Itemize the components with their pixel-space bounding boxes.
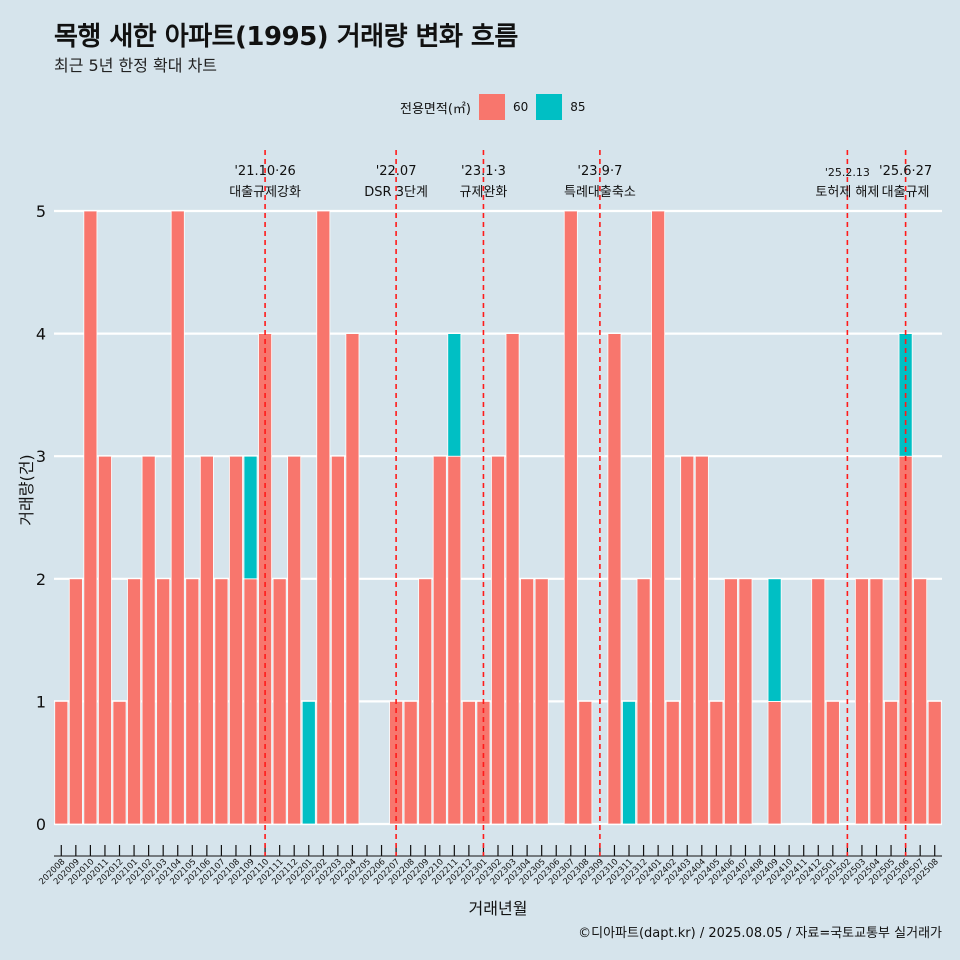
bar-60-202310	[607, 333, 622, 825]
bar-85-202201	[301, 701, 316, 825]
bar-60-202302	[491, 455, 505, 825]
bar-60-202106	[199, 455, 214, 825]
bar-60-202304	[520, 578, 535, 825]
y-axis-label: 거래량(건)	[17, 454, 36, 525]
bar-60-202501	[825, 701, 840, 825]
bar-60-202308	[578, 701, 593, 825]
y-tick-label-1: 1	[36, 692, 46, 711]
legend: 전용면적(㎡) 60 85	[400, 94, 594, 120]
bar-60-202307	[563, 210, 578, 825]
bar-60-202211	[447, 455, 462, 825]
bar-60-202305	[534, 578, 549, 825]
bar-60-202210	[432, 455, 447, 825]
bar-60-202008	[54, 701, 69, 825]
event-text-202301: 규제완화	[460, 185, 508, 200]
y-tick-label-3: 3	[36, 447, 46, 466]
legend-swatch-85	[536, 94, 563, 120]
bar-60-202405	[709, 701, 724, 825]
bar-60-202202	[316, 210, 331, 825]
event-date-202506: '25.6·27	[879, 164, 932, 179]
legend-label-85: 85	[570, 100, 586, 114]
bar-85-202409	[767, 578, 782, 702]
bar-60-202109	[243, 578, 258, 825]
bar-60-202508	[927, 701, 942, 825]
bar-60-202103	[156, 578, 171, 825]
source-caption: ©디아파트(dapt.kr) / 2025.08.05 / 자료=국토교통부 실…	[578, 926, 942, 941]
bar-60-202404	[694, 455, 709, 825]
legend-title: 전용면적(㎡)	[400, 101, 471, 117]
bar-60-202402	[665, 701, 680, 825]
event-text-202506: 대출규제	[882, 185, 930, 200]
bar-60-202101	[127, 578, 142, 825]
event-date-202110: '21.10·26	[234, 164, 295, 179]
y-tick-label-0: 0	[36, 815, 46, 834]
event-date-202502: '25.2.13	[825, 166, 870, 179]
bar-60-202009	[68, 578, 83, 825]
bar-60-202104	[170, 210, 185, 825]
legend-label-60: 60	[512, 100, 529, 114]
bar-60-202112	[287, 455, 302, 825]
bar-85-202311	[622, 701, 636, 825]
bar-60-202504	[869, 578, 884, 825]
bar-60-202110	[258, 333, 273, 825]
legend-item-85: 85	[536, 94, 586, 120]
event-date-202301: '23.1·3	[461, 164, 506, 179]
bar-60-202503	[854, 578, 869, 825]
bar-60-202209	[418, 578, 433, 825]
bar-60-202412	[811, 578, 826, 825]
y-tick-label-5: 5	[36, 202, 46, 221]
bar-60-202312	[636, 578, 651, 825]
bar-60-202212	[461, 701, 476, 825]
legend-swatch-60	[478, 94, 505, 120]
event-date-202309: '23.9·7	[577, 164, 622, 179]
bar-60-202012	[112, 701, 127, 825]
bar-60-202010	[83, 210, 98, 825]
bar-60-202407	[738, 578, 753, 825]
y-tick-label-2: 2	[36, 570, 46, 589]
bar-60-202401	[651, 210, 666, 825]
bar-60-202406	[723, 578, 738, 825]
legend-item-60: 60	[478, 94, 529, 120]
bar-60-202403	[680, 455, 695, 825]
bar-60-202203	[330, 455, 345, 825]
bar-60-202011	[98, 455, 112, 825]
event-date-202207: '22.07	[376, 164, 417, 179]
bar-60-202107	[214, 578, 229, 825]
chart-title: 목행 새한 아파트(1995) 거래량 변화 흐름	[54, 22, 518, 52]
bar-85-202109	[243, 455, 258, 580]
bar-60-202208	[403, 701, 418, 825]
bar-60-202409	[767, 701, 782, 825]
bar-60-202111	[272, 578, 287, 825]
event-text-202309: 특례대출축소	[564, 185, 636, 200]
bar-60-202102	[141, 455, 156, 825]
bar-60-202505	[884, 701, 898, 825]
bar-60-202204	[345, 333, 360, 825]
event-text-202502: 토허제 해제	[815, 185, 879, 200]
event-text-202110: 대출규제강화	[229, 185, 301, 200]
chart-subtitle: 최근 5년 한정 확대 차트	[54, 56, 218, 75]
bar-85-202211	[447, 333, 462, 457]
event-text-202207: DSR 3단계	[364, 185, 428, 200]
bar-60-202507	[913, 578, 928, 825]
y-tick-label-4: 4	[36, 325, 46, 344]
bar-60-202108	[229, 455, 243, 825]
bar-60-202303	[505, 333, 520, 825]
bar-60-202105	[185, 578, 200, 825]
x-axis-label: 거래년월	[469, 899, 528, 918]
